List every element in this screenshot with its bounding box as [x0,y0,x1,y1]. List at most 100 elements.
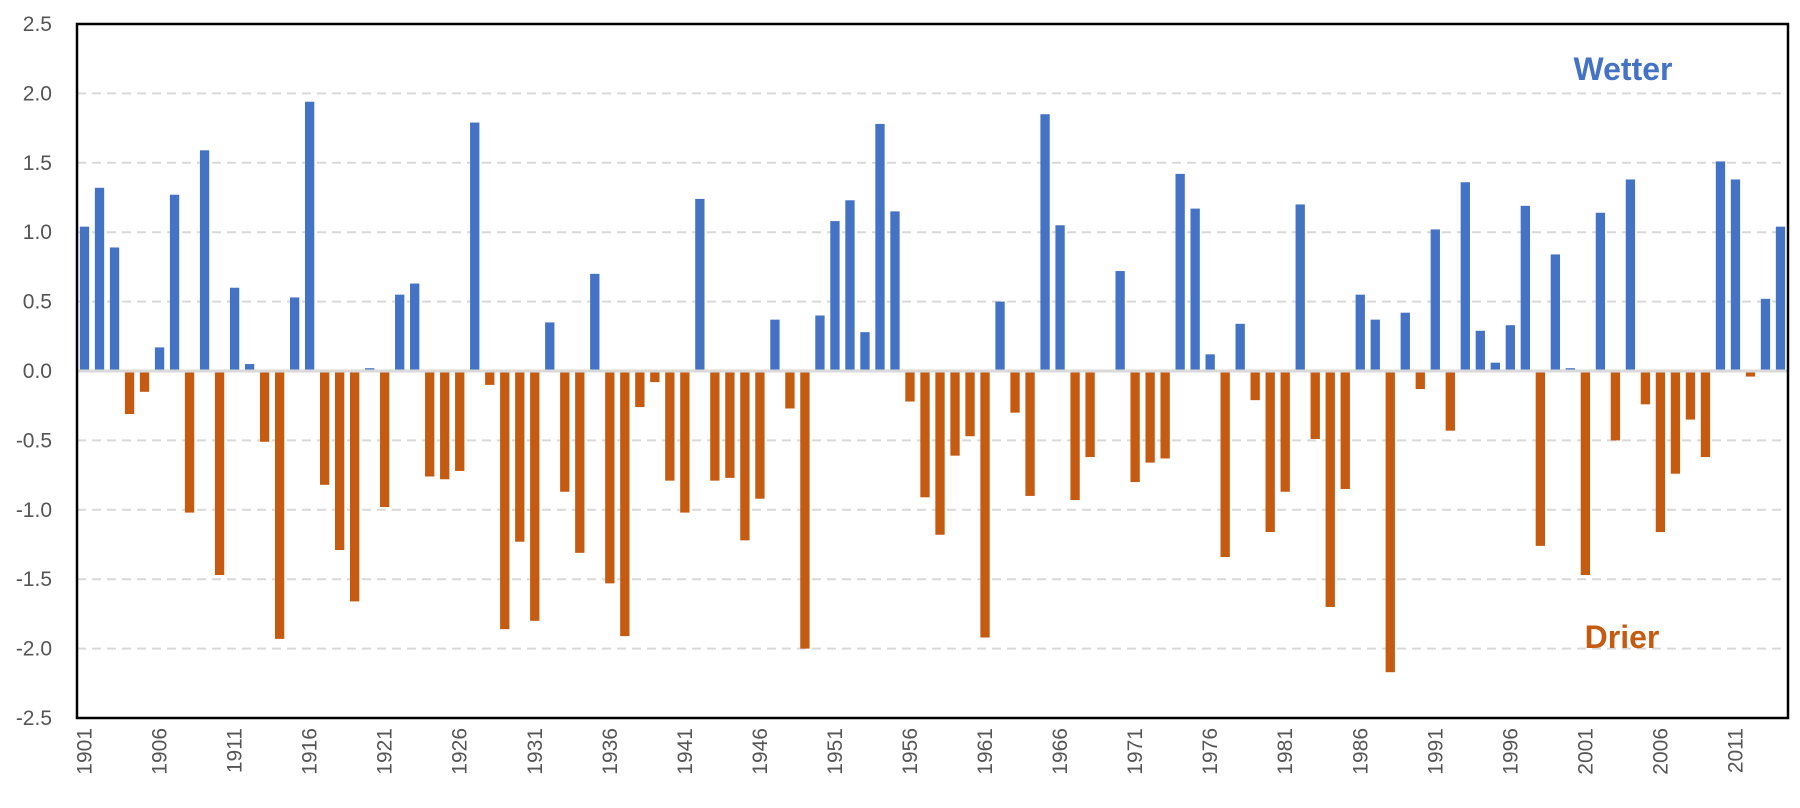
x-tick-label: 1996 [1499,728,1522,775]
bar-1902 [94,187,105,371]
x-tick-label: 1946 [749,728,772,775]
bar-1990 [1415,371,1425,390]
bar-1999 [1550,254,1561,371]
bar-2002 [1595,212,1606,371]
x-tick-label: 1911 [224,728,247,773]
bar-1948 [785,371,795,409]
bar-1968 [1085,371,1095,458]
bar-2012 [1745,371,1756,377]
bar-1916 [304,101,315,371]
bar-1901 [79,226,90,371]
bar-1931 [530,371,540,621]
bar-1967 [1070,371,1080,501]
x-tick-label: 2001 [1574,728,1597,775]
bar-1913 [259,371,270,442]
bar-1924 [425,371,435,477]
y-tick-label: 1.0 [23,221,52,244]
bar-1961 [980,371,990,638]
bar-1972 [1145,371,1155,463]
x-tick-label: 1961 [974,728,997,775]
x-tick-label: 1976 [1199,728,1222,775]
x-axis-ticks: 1901 1906 1911 1916 1921 1926 1931 1936 1941 1946… [74,728,1748,775]
bar-1978 [1235,323,1245,371]
bar-2010 [1715,161,1726,371]
bar-1918 [335,371,345,551]
bar-2014 [1775,226,1786,371]
x-tick-label: 2006 [1649,728,1672,775]
bar-1946 [755,371,765,499]
bar-1939 [650,371,660,383]
bar-1998 [1535,371,1546,546]
bar-1993 [1460,182,1470,371]
bar-1957 [920,371,930,498]
bar-1905 [139,371,150,392]
bar-1970 [1115,271,1125,371]
bar-1956 [905,371,915,402]
bar-2004 [1625,179,1636,371]
y-tick-label: -0.5 [16,429,52,452]
bar-1977 [1220,371,1230,557]
bar-1907 [169,194,180,371]
bar-1929 [500,371,510,630]
bar-1937 [620,371,630,637]
bar-1991 [1430,229,1440,371]
y-tick-label: -1.5 [16,568,52,591]
x-tick-label: 1926 [449,728,472,775]
bar-1980 [1265,371,1275,533]
x-tick-label: 1916 [299,728,322,775]
x-tick-label: 1956 [899,728,922,775]
y-tick-label: 0.5 [23,291,52,314]
bar-1962 [995,301,1005,371]
bar-1984 [1325,371,1335,607]
bar-1927 [470,122,480,371]
bar-1914 [274,371,285,639]
bar-1923 [410,283,420,371]
drier-annotation: Drier [1585,619,1660,655]
bar-1983 [1310,371,1320,440]
x-tick-label: 1941 [674,728,697,775]
bar-1932 [545,322,555,371]
bar-1982 [1295,204,1305,371]
bar-1987 [1370,319,1380,371]
bar-1930 [515,371,525,542]
x-tick-label: 1921 [374,728,397,775]
x-tick-label: 1931 [524,728,547,775]
bar-1994 [1475,330,1485,371]
bar-1995 [1490,362,1500,371]
bar-1944 [725,371,735,478]
x-tick-label: 1986 [1349,728,1372,775]
bar-1947 [770,319,780,371]
bar-1911 [229,287,240,371]
bar-1974 [1175,173,1185,371]
x-tick-label: 1936 [599,728,622,775]
bar-1989 [1400,312,1410,371]
bar-1943 [710,371,720,481]
bar-1952 [845,200,855,371]
x-tick-label: 1981 [1274,728,1297,775]
bar-1912 [244,364,255,371]
bar-2011 [1730,179,1741,371]
bar-1986 [1355,294,1365,371]
bar-1966 [1055,225,1065,371]
bar-1985 [1340,371,1350,489]
bar-1926 [455,371,465,471]
bar-1973 [1160,371,1170,459]
x-tick-label: 1991 [1424,728,1447,775]
bar-1919 [350,371,360,602]
bar-2008 [1685,371,1696,420]
bar-2001 [1580,371,1591,576]
y-tick-label: 1.5 [23,152,52,175]
bar-1996 [1505,325,1515,371]
bar-1925 [440,371,450,480]
bar-1908 [184,371,195,513]
bar-1940 [665,371,675,481]
bar-1942 [695,198,705,371]
bar-2007 [1670,371,1681,474]
bar-1928 [485,371,495,385]
bar-1921 [380,371,390,508]
x-tick-label: 1951 [824,728,847,775]
bar-2005 [1640,371,1651,405]
y-tick-label: 2.5 [23,13,52,36]
